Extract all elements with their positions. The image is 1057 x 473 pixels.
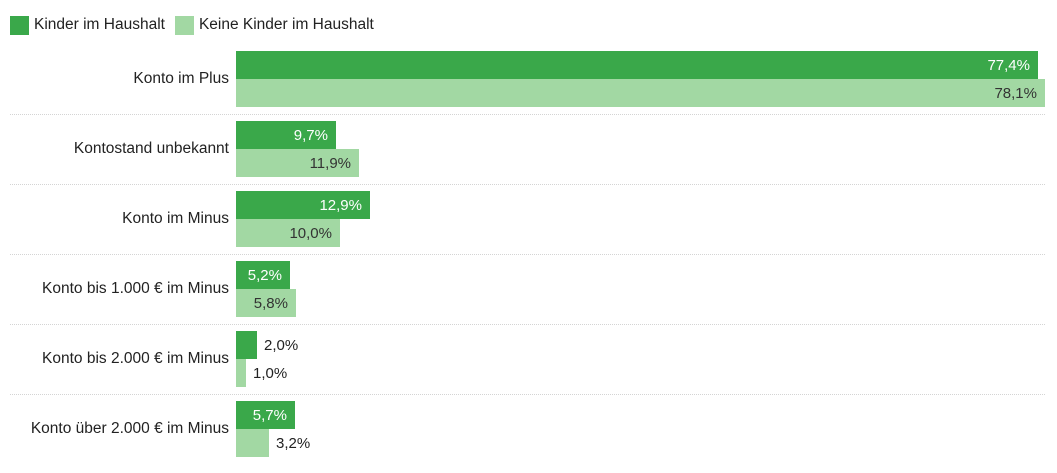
bar-value-label: 5,2%	[247, 266, 282, 284]
bar-value-label: 12,9%	[319, 196, 362, 214]
chart-row: Konto über 2.000 € im Minus 5,7% 3,2%	[0, 401, 1057, 471]
bar-keine-kinder[interactable]: 5,8%	[236, 289, 296, 317]
row-separator	[10, 114, 1045, 115]
bar-value-label: 3,2%	[276, 434, 311, 452]
bar-keine-kinder[interactable]: 3,2%	[236, 429, 310, 457]
chart-row: Kontostand unbekannt 9,7% 11,9%	[0, 121, 1057, 191]
row-separator	[10, 324, 1045, 325]
row-separator	[10, 254, 1045, 255]
category-label: Konto im Minus	[122, 210, 229, 227]
bar-keine-kinder[interactable]: 78,1%	[236, 79, 1045, 107]
bar-kinder[interactable]: 9,7%	[236, 121, 336, 149]
category-label: Konto über 2.000 € im Minus	[30, 420, 229, 437]
bar-kinder[interactable]: 12,9%	[236, 191, 370, 219]
row-separator	[10, 394, 1045, 395]
bar-value-label: 11,9%	[309, 154, 351, 172]
bar-value-label: 2,0%	[264, 336, 299, 354]
legend-label-keine-kinder: Keine Kinder im Haushalt	[198, 16, 374, 33]
category-label: Kontostand unbekannt	[73, 140, 229, 157]
bar-value-label: 5,7%	[252, 406, 287, 424]
legend-item-kinder[interactable]: Kinder im Haushalt	[10, 15, 165, 35]
legend-swatch-kinder	[10, 15, 29, 35]
bar-value-label: 78,1%	[994, 84, 1037, 102]
bar-kinder[interactable]: 5,7%	[236, 401, 295, 429]
category-label: Konto bis 1.000 € im Minus	[42, 280, 229, 297]
legend-swatch-keine-kinder	[174, 15, 194, 35]
bar-value-label: 9,7%	[293, 126, 328, 144]
bar-kinder[interactable]: 5,2%	[236, 261, 290, 289]
bar-value-label: 77,4%	[987, 56, 1030, 74]
legend-label-kinder: Kinder im Haushalt	[34, 16, 165, 33]
bar-value-label: 1,0%	[253, 364, 288, 382]
chart-row: Konto bis 1.000 € im Minus 5,2% 5,8%	[0, 261, 1057, 331]
chart-row: Konto im Minus 12,9% 10,0%	[0, 191, 1057, 261]
chart-row: Konto im Plus 77,4% 78,1%	[0, 51, 1057, 121]
row-separator	[10, 184, 1045, 185]
bar-chart: Konto im Plus 77,4% 78,1% Kontostand unb…	[0, 51, 1057, 471]
category-label: Konto im Plus	[133, 70, 229, 87]
bar-kinder[interactable]: 2,0%	[236, 331, 298, 359]
chart-row: Konto bis 2.000 € im Minus 2,0% 1,0%	[0, 331, 1057, 401]
bar-value-label: 10,0%	[289, 224, 332, 242]
category-label: Konto bis 2.000 € im Minus	[42, 350, 229, 367]
legend-item-keine-kinder[interactable]: Keine Kinder im Haushalt	[174, 15, 374, 35]
chart-legend: Kinder im Haushalt Keine Kinder im Haush…	[10, 15, 384, 35]
bar-keine-kinder[interactable]: 10,0%	[236, 219, 340, 247]
bar-keine-kinder[interactable]: 11,9%	[236, 149, 359, 177]
bar-value-label: 5,8%	[253, 294, 288, 312]
bar-keine-kinder[interactable]: 1,0%	[236, 359, 287, 387]
bar-kinder[interactable]: 77,4%	[236, 51, 1038, 79]
